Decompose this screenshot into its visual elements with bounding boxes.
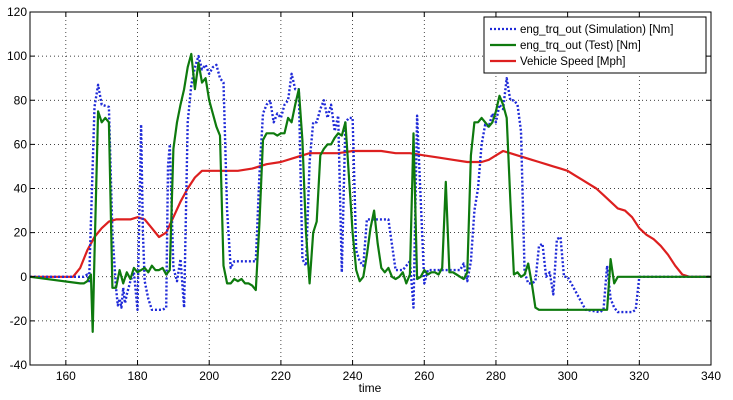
y-tick-label: 40 xyxy=(14,182,28,196)
y-tick-label: -20 xyxy=(10,314,28,328)
y-axis: -40 -20 0 20 40 60 80 100 120 xyxy=(7,5,711,372)
y-tick-label: 100 xyxy=(7,49,27,63)
x-tick-label: 160 xyxy=(56,369,76,383)
y-tick-label: -40 xyxy=(10,358,28,372)
y-tick-label: 80 xyxy=(14,93,28,107)
y-tick-label: 0 xyxy=(20,270,27,284)
x-axis-label: time xyxy=(359,381,382,395)
x-tick-label: 220 xyxy=(271,369,291,383)
x-tick-label: 200 xyxy=(199,369,219,383)
legend-box xyxy=(483,16,707,74)
x-tick-label: 240 xyxy=(343,369,363,383)
x-tick-label: 260 xyxy=(414,369,434,383)
y-tick-label: 20 xyxy=(14,226,28,240)
legend-entry: eng_trq_out (Simulation) [Nm] xyxy=(520,24,673,36)
series-line-1 xyxy=(30,52,711,333)
legend-entry: eng_trq_out (Test) [Nm] xyxy=(520,40,641,52)
x-axis: 160 180 200 220 240 260 280 300 320 340 xyxy=(56,12,721,383)
x-tick-label: 280 xyxy=(486,369,506,383)
series-layer xyxy=(30,52,711,333)
plot-area xyxy=(30,52,711,333)
y-tick-label: 60 xyxy=(14,137,28,151)
x-tick-label: 320 xyxy=(629,369,649,383)
x-tick-label: 340 xyxy=(701,369,721,383)
y-tick-label: 120 xyxy=(7,5,27,19)
series-line-0 xyxy=(30,54,711,314)
x-tick-label: 180 xyxy=(128,369,148,383)
legend-entry: Vehicle Speed [Mph] xyxy=(520,56,626,68)
legend: eng_trq_out (Simulation) [Nm] eng_trq_out… xyxy=(483,16,707,74)
x-tick-label: 300 xyxy=(558,369,578,383)
